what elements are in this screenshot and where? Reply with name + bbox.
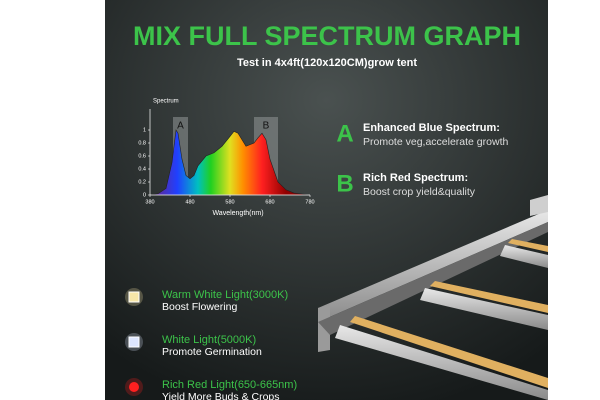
light-text: Boost Flowering — [162, 301, 237, 313]
x-tick-label: 380 — [145, 199, 154, 205]
y-tick-label: 0.8 — [138, 140, 146, 146]
feature-text: Boost crop yield&quality — [363, 186, 476, 198]
feature-title: Rich Red Spectrum: — [363, 172, 468, 184]
features: A Enhanced Blue Spectrum: Promote veg,acce… — [336, 120, 508, 197]
light-text: Promote Germination — [162, 346, 262, 358]
band-label: A — [177, 121, 184, 132]
light-title: Rich Red Light(650-665nm) — [162, 379, 297, 391]
light-icon — [128, 291, 140, 303]
spectrum-chart: Spectrum Wavelength(nm) A B 380 480 580 680 78… — [138, 99, 314, 217]
spectrum-area — [149, 129, 311, 196]
x-tick-label: 680 — [265, 199, 274, 205]
x-axis-label: Wavelength(nm) — [212, 210, 263, 217]
lights: Warm White Light(3000K)Boost Flowering Wh… — [125, 288, 297, 400]
feature-title: Enhanced Blue Spectrum: — [363, 122, 500, 134]
title: MIX FULL SPECTRUM GRAPH — [133, 21, 521, 51]
light-icon — [129, 382, 139, 392]
y-tick-label: 0.2 — [138, 179, 146, 185]
light-icon — [128, 336, 140, 348]
x-tick-label: 480 — [185, 199, 194, 205]
fixture — [318, 195, 548, 400]
band-label: B — [263, 121, 270, 132]
subtitle: Test in 4x4ft(120x120CM)grow tent — [237, 57, 417, 69]
y-tick-label: 0.6 — [138, 153, 146, 159]
light-text: Yield More Buds & Crops — [162, 391, 280, 400]
y-tick-label: 1 — [143, 127, 146, 133]
x-tick-label: 580 — [225, 199, 234, 205]
y-axis-label: Spectrum — [153, 99, 179, 105]
light-title: Warm White Light(3000K) — [162, 289, 288, 301]
y-tick-label: 0 — [143, 192, 146, 198]
y-tick-label: 0.4 — [138, 166, 146, 172]
feature-letter: A — [336, 120, 353, 147]
feature-text: Promote veg,accelerate growth — [363, 136, 508, 148]
light-title: White Light(5000K) — [162, 334, 256, 346]
x-tick-label: 780 — [305, 199, 314, 205]
feature-letter: B — [336, 170, 353, 197]
